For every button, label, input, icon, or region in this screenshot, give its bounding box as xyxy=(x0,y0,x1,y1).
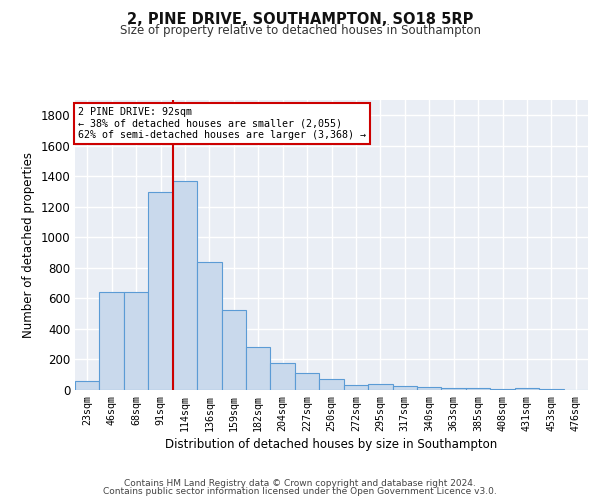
Bar xyxy=(539,389,563,390)
Text: Size of property relative to detached houses in Southampton: Size of property relative to detached ho… xyxy=(119,24,481,37)
Y-axis label: Number of detached properties: Number of detached properties xyxy=(22,152,35,338)
Bar xyxy=(442,388,466,390)
Bar xyxy=(368,384,392,390)
Bar xyxy=(319,380,344,390)
Text: Contains HM Land Registry data © Crown copyright and database right 2024.: Contains HM Land Registry data © Crown c… xyxy=(124,478,476,488)
Bar xyxy=(295,373,319,390)
Bar xyxy=(100,292,124,390)
Bar xyxy=(221,310,246,390)
Bar xyxy=(515,388,539,390)
Bar xyxy=(197,262,221,390)
Bar xyxy=(344,384,368,390)
Bar xyxy=(75,381,100,390)
Bar xyxy=(392,386,417,390)
Text: Contains public sector information licensed under the Open Government Licence v3: Contains public sector information licen… xyxy=(103,487,497,496)
Bar xyxy=(271,364,295,390)
Bar xyxy=(246,346,271,390)
Text: 2, PINE DRIVE, SOUTHAMPTON, SO18 5RP: 2, PINE DRIVE, SOUTHAMPTON, SO18 5RP xyxy=(127,12,473,28)
Text: 2 PINE DRIVE: 92sqm
← 38% of detached houses are smaller (2,055)
62% of semi-det: 2 PINE DRIVE: 92sqm ← 38% of detached ho… xyxy=(77,108,365,140)
Bar xyxy=(173,181,197,390)
X-axis label: Distribution of detached houses by size in Southampton: Distribution of detached houses by size … xyxy=(166,438,497,451)
Bar xyxy=(148,192,173,390)
Bar xyxy=(417,387,442,390)
Bar xyxy=(490,389,515,390)
Bar xyxy=(466,388,490,390)
Bar xyxy=(124,292,148,390)
